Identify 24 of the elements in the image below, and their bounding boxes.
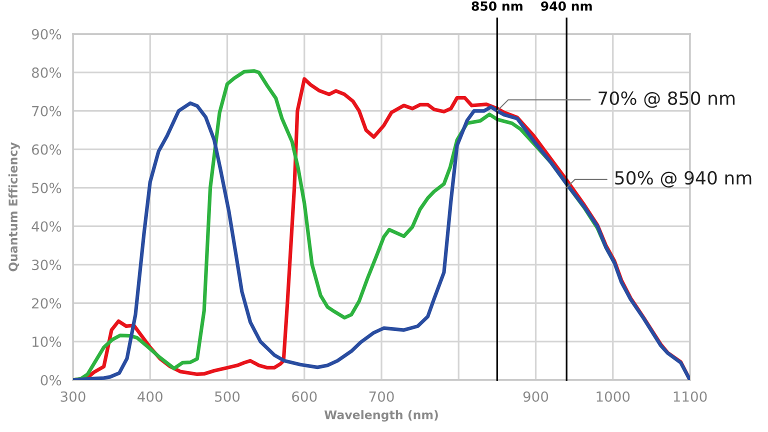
x-tick-label: 900 — [523, 391, 548, 402]
x-axis-title: Wavelength (nm) — [324, 410, 438, 422]
x-tick-label: 700 — [369, 391, 394, 402]
y-axis-title: Quantum Efficiency — [8, 142, 20, 272]
x-tick-label: 400 — [138, 391, 162, 402]
x-tick-label: 1100 — [674, 391, 707, 402]
ref-line-label: 850 nm — [472, 1, 522, 11]
x-tick-label: 300 — [60, 391, 86, 402]
y-tick-label: 40% — [32, 221, 62, 232]
x-tick-label: 600 — [292, 391, 317, 402]
y-tick-label: 60% — [32, 144, 62, 155]
y-tick-label: 10% — [32, 336, 62, 348]
annotation: 70% @ 850 nm — [598, 91, 735, 108]
y-tick-label: 30% — [32, 260, 62, 270]
annotation: 50% @ 940 nm — [615, 171, 752, 188]
x-tick-label: 1000 — [596, 391, 630, 402]
y-tick-label: 70% — [32, 106, 62, 116]
y-tick-label: 50% — [32, 182, 62, 194]
y-tick-label: 90% — [32, 28, 62, 40]
y-tick-label: 0% — [40, 374, 62, 386]
y-tick-label: 20% — [32, 298, 62, 309]
y-tick-label: 80% — [32, 67, 62, 78]
x-tick-label: 500 — [215, 391, 240, 402]
ref-line-label: 940 nm — [541, 1, 592, 11]
